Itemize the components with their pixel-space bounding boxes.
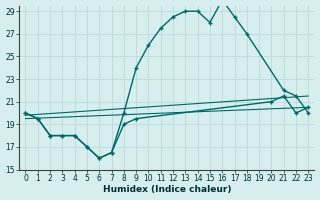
X-axis label: Humidex (Indice chaleur): Humidex (Indice chaleur) [103,185,231,194]
